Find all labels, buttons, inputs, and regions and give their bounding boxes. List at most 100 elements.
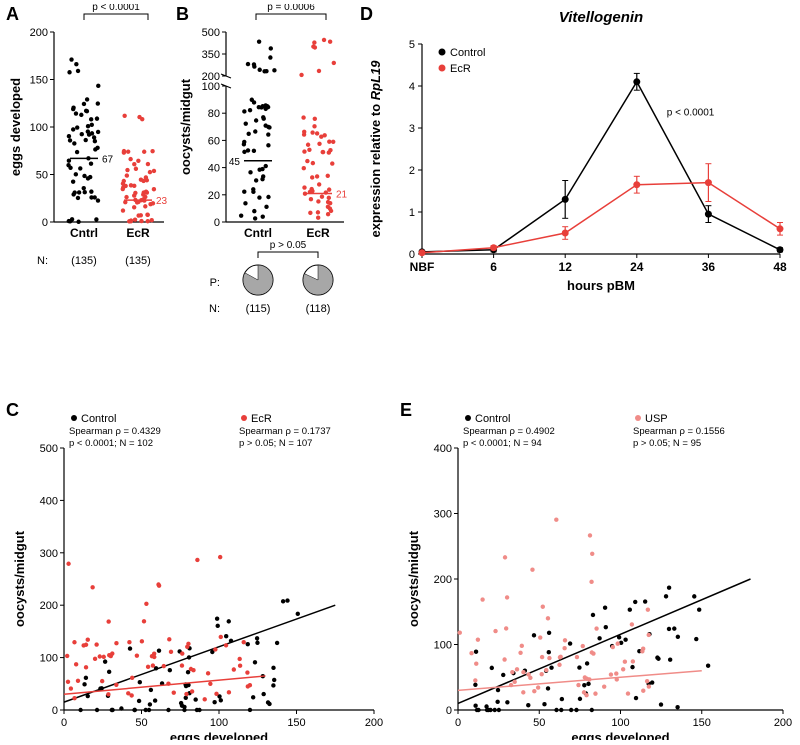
svg-text:EcR: EcR [306, 226, 330, 240]
svg-text:5: 5 [409, 39, 415, 51]
svg-text:500: 500 [202, 27, 220, 39]
svg-text:100: 100 [210, 717, 228, 729]
svg-text:Cntrl: Cntrl [244, 226, 272, 240]
svg-text:400: 400 [40, 495, 58, 507]
svg-text:300: 300 [434, 509, 452, 521]
svg-text:50: 50 [533, 717, 545, 729]
svg-text:eggs developed: eggs developed [170, 730, 268, 740]
svg-text:oocysts/midgut: oocysts/midgut [406, 530, 421, 627]
svg-text:eggs developed: eggs developed [571, 730, 669, 740]
panel-d-label: D [360, 4, 373, 25]
svg-text:Control: Control [450, 47, 485, 59]
svg-text:50: 50 [135, 717, 147, 729]
svg-text:40: 40 [208, 163, 220, 175]
svg-text:(115): (115) [246, 303, 271, 315]
svg-text:Cntrl: Cntrl [70, 226, 98, 240]
svg-text:USP: USP [645, 413, 668, 425]
svg-text:2: 2 [409, 165, 415, 177]
panel-a-plot: p < 0.0001 0 50 100 150 200 eggs developed 67 Cn… [6, 4, 171, 284]
panel-e: E 0100200300400050100150200oocysts/midgu… [400, 400, 795, 740]
svg-text:p < 0.0001: p < 0.0001 [667, 107, 715, 118]
svg-text:150: 150 [693, 717, 711, 729]
panel-d-plot: Vitellogenin012345NBF612243648expression… [360, 4, 795, 294]
svg-text:200: 200 [365, 717, 383, 729]
svg-text:23: 23 [156, 196, 168, 207]
svg-text:p < 0.0001; N = 94: p < 0.0001; N = 94 [463, 438, 542, 449]
svg-text:300: 300 [40, 548, 58, 560]
svg-text:0: 0 [61, 717, 67, 729]
svg-text:N:: N: [209, 303, 220, 315]
svg-text:EcR: EcR [126, 226, 150, 240]
svg-text:0: 0 [214, 217, 220, 229]
svg-text:200: 200 [30, 27, 48, 39]
svg-text:150: 150 [287, 717, 305, 729]
svg-text:Vitellogenin: Vitellogenin [559, 9, 643, 26]
svg-text:20: 20 [208, 190, 220, 202]
panel-c: C 0 100 200 300 400 500 0 50 100 150 200 oocysts/mi… [6, 400, 386, 740]
svg-text:eggs developed: eggs developed [8, 78, 23, 176]
svg-text:oocysts/midgut: oocysts/midgut [178, 78, 193, 175]
svg-text:1: 1 [409, 207, 415, 219]
svg-text:12: 12 [559, 260, 573, 274]
panel-e-plot: 0100200300400050100150200oocysts/midgute… [400, 400, 795, 740]
svg-text:24: 24 [630, 260, 644, 274]
svg-text:4: 4 [409, 81, 415, 93]
svg-text:N:: N: [37, 255, 48, 267]
svg-text:200: 200 [774, 717, 792, 729]
svg-text:(135): (135) [71, 255, 97, 267]
panel-b: B p = 0.0006200350500020406080100oocysts… [176, 4, 351, 364]
svg-text:0: 0 [42, 217, 48, 229]
svg-text:hours pBM: hours pBM [567, 278, 635, 293]
svg-text:100: 100 [611, 717, 629, 729]
svg-text:36: 36 [702, 260, 716, 274]
svg-text:Spearman ρ = 0.1737: Spearman ρ = 0.1737 [239, 426, 331, 437]
svg-text:P:: P: [210, 277, 220, 289]
panel-c-label: C [6, 400, 19, 421]
svg-text:500: 500 [40, 443, 58, 455]
panel-a: A p < 0.0001 0 50 100 150 200 eggs developed 67… [6, 4, 171, 284]
svg-text:3: 3 [409, 123, 415, 135]
svg-text:Spearman ρ = 0.1556: Spearman ρ = 0.1556 [633, 426, 725, 437]
svg-text:21: 21 [336, 189, 348, 200]
svg-text:80: 80 [208, 108, 220, 120]
svg-text:p = 0.0006: p = 0.0006 [267, 4, 315, 13]
svg-text:Spearman ρ = 0.4329: Spearman ρ = 0.4329 [69, 426, 161, 437]
svg-text:48: 48 [773, 260, 787, 274]
svg-text:100: 100 [40, 653, 58, 665]
svg-text:Spearman ρ = 0.4902: Spearman ρ = 0.4902 [463, 426, 555, 437]
svg-text:p > 0.05; N = 107: p > 0.05; N = 107 [239, 438, 312, 449]
svg-text:0: 0 [455, 717, 461, 729]
panel-e-label: E [400, 400, 412, 421]
svg-text:150: 150 [30, 75, 48, 87]
svg-text:NBF: NBF [410, 260, 435, 274]
svg-text:200: 200 [434, 574, 452, 586]
svg-text:expression relative to RpL19: expression relative to RpL19 [368, 60, 383, 238]
svg-text:(118): (118) [306, 303, 331, 315]
svg-text:oocysts/midgut: oocysts/midgut [12, 530, 27, 627]
svg-text:400: 400 [434, 443, 452, 455]
svg-text:350: 350 [202, 49, 220, 61]
svg-text:100: 100 [30, 122, 48, 134]
svg-text:45: 45 [229, 157, 241, 168]
svg-text:100: 100 [202, 81, 220, 93]
svg-text:0: 0 [52, 705, 58, 717]
svg-text:p > 0.05; N = 95: p > 0.05; N = 95 [633, 438, 701, 449]
panel-b-plot: p = 0.0006200350500020406080100oocysts/m… [176, 4, 351, 364]
panel-b-label: B [176, 4, 189, 25]
svg-text:50: 50 [36, 170, 48, 182]
panel-d: D Vitellogenin012345NBF612243648expressi… [360, 4, 795, 294]
panel-a-label: A [6, 4, 19, 25]
svg-text:(135): (135) [125, 255, 151, 267]
svg-text:200: 200 [40, 600, 58, 612]
svg-text:6: 6 [490, 260, 497, 274]
svg-text:p > 0.05: p > 0.05 [270, 240, 307, 251]
svg-text:EcR: EcR [251, 413, 272, 425]
svg-text:0: 0 [446, 705, 452, 717]
svg-text:p < 0.0001: p < 0.0001 [92, 4, 140, 13]
panel-c-plot: 0 100 200 300 400 500 0 50 100 150 200 oocysts/midg… [6, 400, 386, 740]
svg-text:Control: Control [475, 413, 510, 425]
svg-text:EcR: EcR [450, 63, 471, 75]
svg-text:67: 67 [102, 154, 114, 165]
svg-text:Control: Control [81, 413, 116, 425]
svg-text:p < 0.0001; N = 102: p < 0.0001; N = 102 [69, 438, 153, 449]
